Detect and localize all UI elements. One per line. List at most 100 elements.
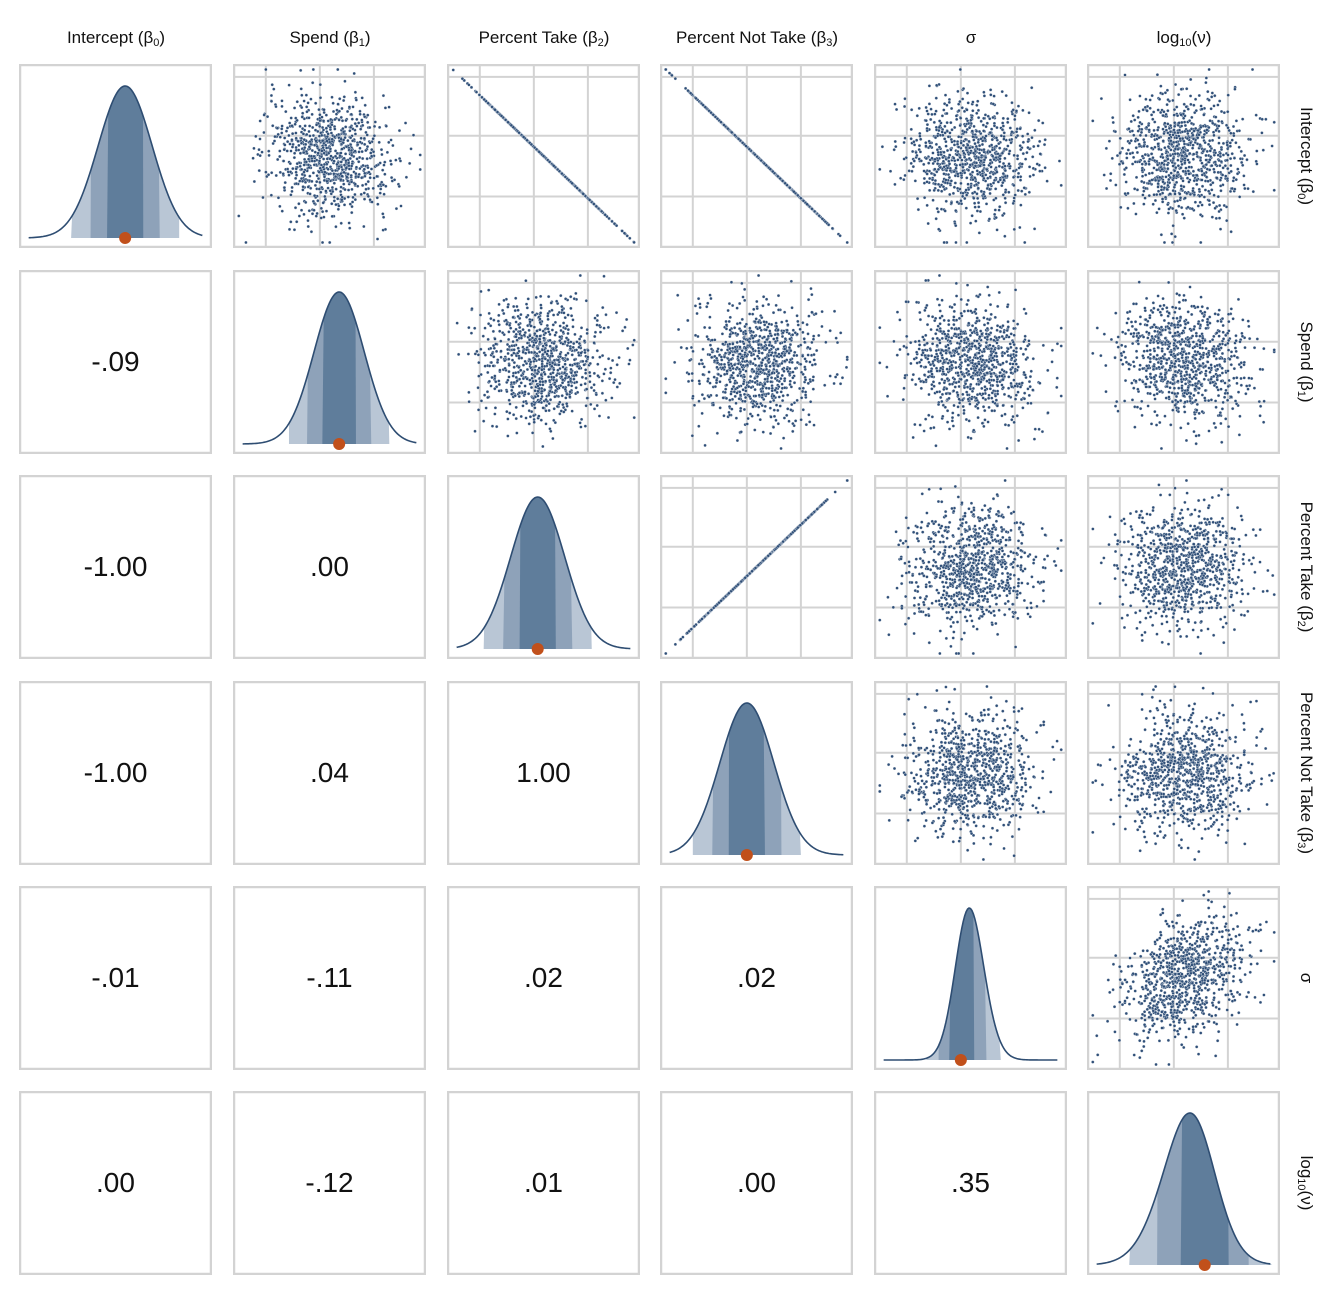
scatter-point: [1207, 98, 1211, 102]
scatter-point: [1203, 124, 1208, 128]
scatter-point: [539, 306, 543, 310]
scatter-point: [339, 221, 343, 225]
scatter-point: [1183, 196, 1187, 200]
scatter-point: [1003, 196, 1007, 200]
scatter-point: [1165, 154, 1170, 158]
scatter-point: [1176, 152, 1180, 156]
scatter-point: [270, 171, 274, 175]
scatter-point: [344, 159, 348, 163]
scatter-point: [1194, 108, 1198, 113]
scatter-point: [902, 140, 906, 145]
scatter-point: [976, 108, 981, 113]
scatter-point: [830, 226, 835, 231]
scatter-point: [346, 138, 350, 143]
scatter-point: [278, 149, 282, 153]
scatter-point: [942, 240, 946, 245]
scatter-point: [318, 113, 322, 117]
scatter-point: [1201, 164, 1206, 169]
scatter-point: [1206, 179, 1210, 183]
scatter-point: [355, 124, 359, 128]
scatter-point: [382, 192, 386, 196]
scatter-point: [976, 140, 980, 144]
scatter-point: [503, 118, 508, 122]
scatter-point: [1023, 240, 1027, 245]
scatter-point: [1200, 107, 1204, 111]
scatter-point: [1197, 133, 1201, 137]
scatter-point: [1012, 227, 1016, 232]
scatter-point: [1199, 125, 1203, 129]
scatter-point: [1120, 146, 1125, 150]
scatter-point: [937, 145, 942, 149]
scatter-point: [972, 138, 976, 142]
scatter-point: [1217, 124, 1221, 128]
scatter-point: [1204, 162, 1208, 167]
scatter-point: [1174, 209, 1178, 213]
column-header: Spend (β1): [223, 28, 437, 49]
scatter-point: [306, 224, 310, 229]
scatter-point: [604, 313, 608, 317]
scatter-point: [631, 343, 635, 347]
scatter-cell: [233, 64, 426, 248]
scatter-point: [364, 182, 368, 186]
scatter-point: [946, 135, 951, 139]
scatter-point: [975, 209, 980, 213]
scatter-point: [1213, 94, 1217, 98]
scatter-point: [295, 100, 299, 104]
scatter-point: [998, 146, 1002, 150]
scatter-point: [350, 117, 354, 121]
scatter-point: [376, 202, 380, 206]
scatter-point: [299, 208, 304, 212]
scatter-point: [1218, 99, 1222, 103]
scatter-point: [964, 206, 968, 210]
scatter-point: [1091, 119, 1095, 123]
scatter-point: [801, 199, 806, 203]
scatter-point: [1007, 162, 1011, 166]
scatter-point: [1164, 128, 1169, 132]
scatter-point: [1185, 176, 1190, 180]
scatter-point: [319, 206, 323, 210]
scatter-point: [1168, 123, 1173, 128]
scatter-point: [1148, 98, 1152, 102]
scatter-point: [1173, 130, 1177, 135]
scatter-point: [335, 151, 339, 156]
scatter-point: [966, 101, 970, 105]
scatter-point: [1228, 144, 1232, 148]
scatter-point: [1226, 93, 1230, 97]
scatter-point: [315, 211, 319, 216]
scatter-point: [311, 171, 316, 175]
scatter-point: [942, 102, 947, 106]
scatter-point: [1207, 67, 1211, 72]
scatter-point: [303, 124, 307, 128]
scatter-point: [934, 217, 938, 221]
scatter-point: [1182, 142, 1187, 146]
scatter-point: [310, 112, 314, 117]
scatter-point: [962, 130, 967, 134]
scatter-point: [1229, 163, 1233, 168]
scatter-point: [620, 229, 624, 233]
scatter-point: [893, 102, 897, 106]
scatter-point: [1204, 80, 1208, 85]
scatter-point: [380, 152, 384, 157]
scatter-point: [1018, 127, 1022, 131]
scatter-point: [355, 117, 359, 122]
label-base: Percent Take (β: [1297, 501, 1316, 621]
scatter-point: [977, 148, 982, 152]
scatter-point: [974, 219, 978, 223]
scatter-point: [1205, 167, 1209, 171]
scatter-point: [332, 159, 336, 163]
correlation-cell: -.09: [19, 270, 212, 454]
scatter-point: [1184, 166, 1188, 170]
scatter-point: [1131, 155, 1136, 160]
scatter-point: [350, 187, 354, 191]
scatter-point: [357, 160, 361, 164]
scatter-point: [316, 176, 321, 181]
scatter-point: [1216, 103, 1220, 107]
scatter-point: [581, 359, 585, 364]
scatter-point: [964, 188, 968, 192]
scatter-point: [1104, 186, 1109, 191]
scatter-point: [1155, 168, 1159, 172]
scatter-point: [1212, 104, 1216, 108]
scatter-point: [927, 169, 932, 173]
scatter-point: [308, 134, 312, 138]
scatter-point: [988, 161, 992, 166]
